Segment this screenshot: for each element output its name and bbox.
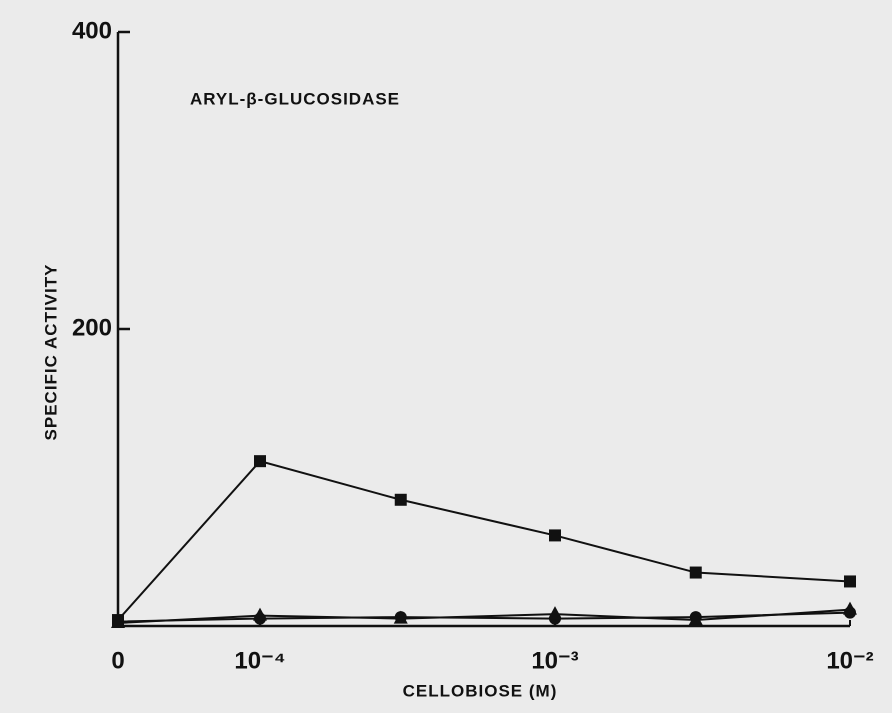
series-line: [117, 608, 851, 625]
marker: [843, 601, 857, 615]
series-line: [117, 460, 851, 621]
x-tick-label: 10⁻²: [826, 647, 873, 674]
series-line: [117, 611, 851, 623]
y-tick-label: 400: [72, 17, 112, 44]
x-tick-label: 10⁻³: [531, 647, 578, 674]
marker: [844, 575, 856, 588]
marker: [393, 610, 408, 624]
marker: [394, 493, 407, 506]
marker: [548, 606, 562, 620]
marker: [254, 455, 266, 468]
x-axis-label: CELLOBIOSE (M): [403, 681, 558, 700]
marker: [549, 529, 561, 542]
marker: [688, 612, 703, 626]
y-axis-label: SPECIFIC ACTIVITY: [41, 264, 60, 441]
x-tick-label: 0: [111, 647, 124, 674]
marker: [253, 607, 267, 621]
marker: [689, 566, 702, 579]
annotation: ARYL-β-GLUCOSIDASE: [190, 89, 400, 108]
y-tick-label: 200: [72, 314, 112, 341]
x-tick-label: 10⁻⁴: [234, 647, 285, 674]
marker: [111, 615, 125, 629]
